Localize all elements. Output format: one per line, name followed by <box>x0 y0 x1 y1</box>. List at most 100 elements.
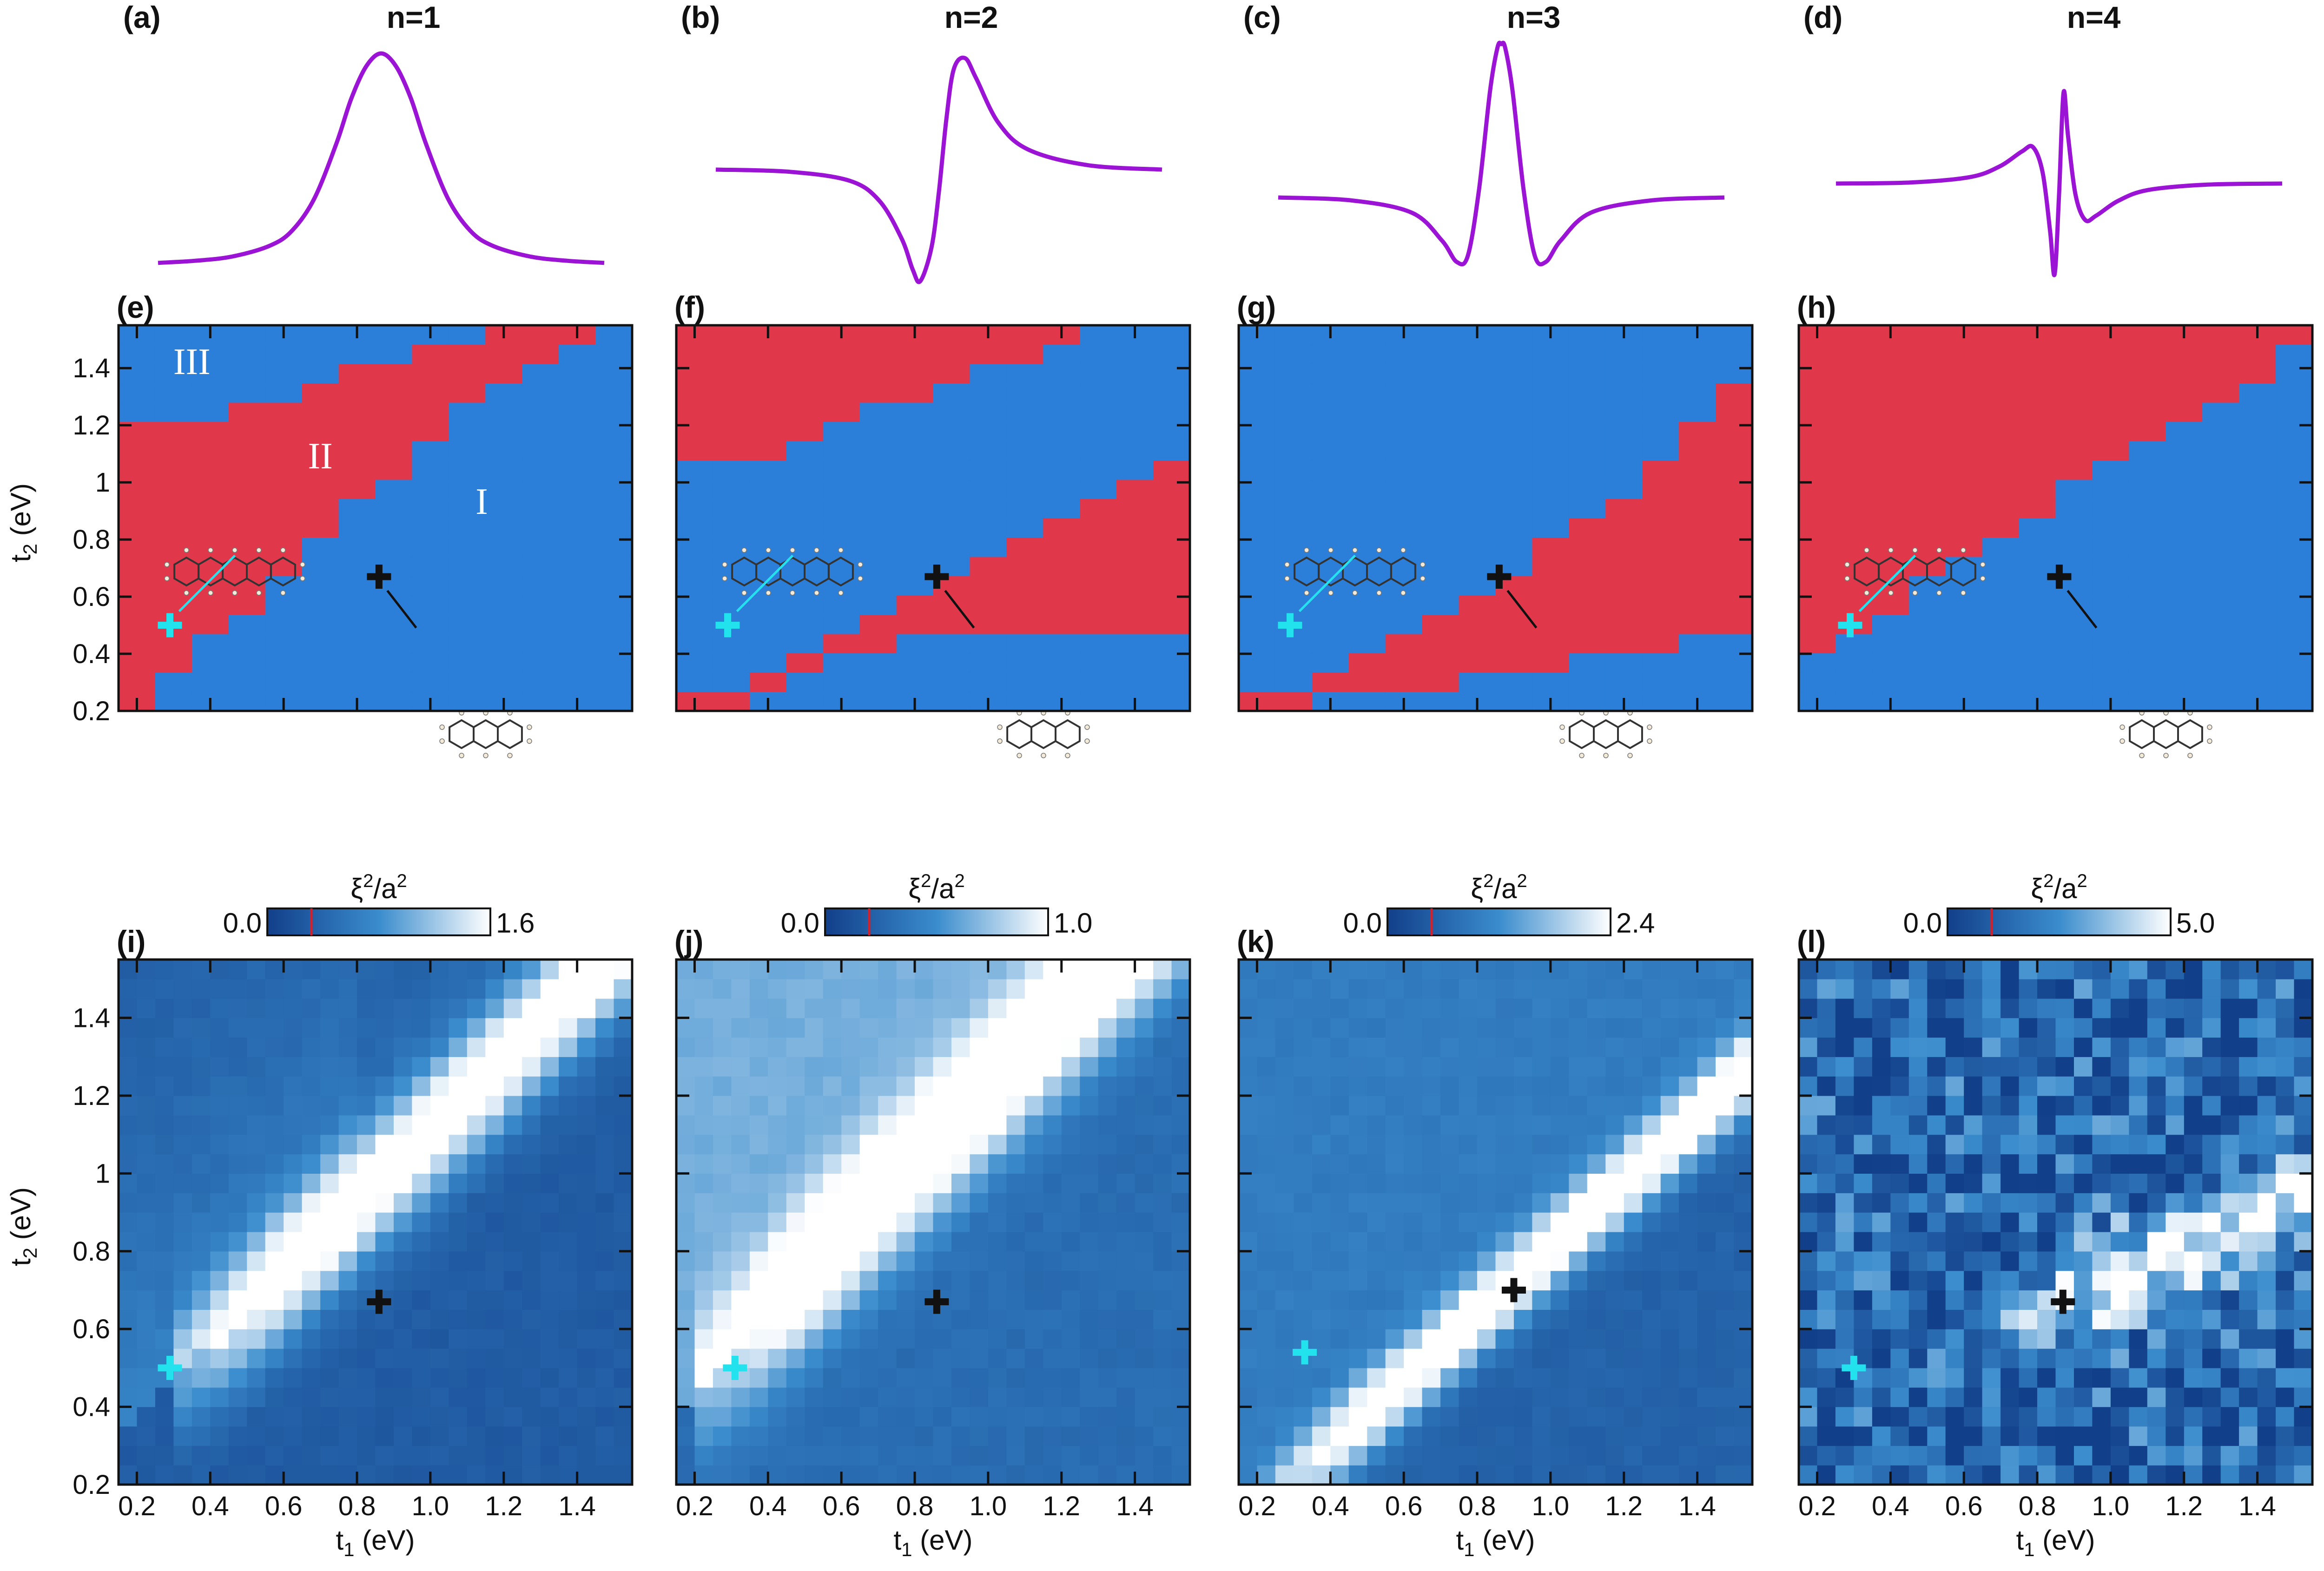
phase-cell <box>2239 672 2276 692</box>
xi-cell <box>2037 1426 2056 1446</box>
xi-cell <box>2074 1076 2093 1096</box>
xi-cell <box>2294 1367 2313 1388</box>
xi-cell <box>841 1037 860 1057</box>
phase-cell <box>1945 402 1983 422</box>
phase-cell <box>1569 344 1606 364</box>
xi-cell <box>1440 1193 1459 1213</box>
phase-cell <box>1642 441 1679 461</box>
xi-cell <box>1569 1231 1588 1252</box>
xi-cell <box>1605 1115 1624 1135</box>
xi-cell <box>467 1309 486 1329</box>
xi-cell <box>1080 960 1099 979</box>
xi-cell <box>394 1309 413 1329</box>
phase-cell <box>1312 480 1349 500</box>
xi-cell <box>768 1426 787 1446</box>
xi-cell <box>1679 1309 1698 1329</box>
xi-cell <box>933 1251 952 1271</box>
xi-cell <box>1495 960 1514 979</box>
xi-cell <box>2166 1212 2185 1232</box>
xi-cell <box>522 979 541 999</box>
xi-cell <box>485 1134 504 1155</box>
xi-cell <box>896 1251 915 1271</box>
xi-cell <box>119 1426 138 1446</box>
xi-cell <box>1660 1426 1679 1446</box>
xi-cell <box>1135 1057 1154 1077</box>
xi-cell <box>449 1446 468 1466</box>
xi-cell <box>1006 1193 1025 1213</box>
phase-cell <box>676 653 713 673</box>
xi-cell <box>878 1096 897 1116</box>
molecule-atom <box>280 547 286 553</box>
phase-cell <box>1569 557 1606 577</box>
xi-cell <box>1532 1290 1551 1310</box>
xi-cell <box>1116 1367 1136 1388</box>
xi-cell <box>2166 1193 2185 1213</box>
xi-cell <box>731 1057 750 1077</box>
xi-cell <box>2055 998 2074 1019</box>
phase-cell <box>1835 383 1873 403</box>
phase-cell <box>1605 557 1643 577</box>
xi-cell <box>823 960 842 979</box>
phase-cell <box>2092 672 2129 692</box>
phase-cell <box>595 691 633 711</box>
phase-cell <box>1982 480 2020 500</box>
phase-cell <box>485 441 522 461</box>
xi-cell <box>1854 1329 1873 1349</box>
xi-cell <box>338 1096 357 1116</box>
phase-cell <box>1239 653 1276 673</box>
xi-cell <box>394 1251 413 1271</box>
phase-cell <box>676 460 713 480</box>
xi-cell <box>173 1115 192 1135</box>
phase-cell <box>1945 421 1983 441</box>
xi-cell <box>191 1309 211 1329</box>
molecule-atom <box>527 724 532 730</box>
phase-cell <box>896 653 934 673</box>
molecule-atom <box>300 562 305 567</box>
xi-cell <box>1153 1037 1172 1057</box>
xi-cell <box>933 1367 952 1388</box>
xi-cell <box>522 998 541 1019</box>
xi-cell <box>896 1212 915 1232</box>
xi-cell <box>1982 1057 2001 1077</box>
xi-cell <box>1006 1446 1025 1466</box>
xi-cell <box>970 979 989 999</box>
phase-cell <box>1799 672 1836 692</box>
xi-cell <box>1817 960 1836 979</box>
xi-cell <box>1697 1018 1716 1038</box>
xi-cell <box>1348 979 1367 999</box>
xi-cell <box>2184 1426 2203 1446</box>
xi-cell <box>2276 960 2295 979</box>
xi-cell <box>1116 960 1136 979</box>
xi-cell <box>823 1193 842 1213</box>
xi-cell <box>2092 1446 2111 1466</box>
xi-cell <box>1945 1348 1964 1368</box>
phase-cell <box>1642 653 1679 673</box>
xi-cell <box>970 1367 989 1388</box>
phase-cell <box>2239 480 2276 500</box>
phase-cell <box>375 653 412 673</box>
phase-cell <box>595 402 633 422</box>
phase-cell <box>119 499 156 519</box>
xi-cell <box>1367 998 1386 1019</box>
xi-cell <box>1312 1290 1331 1310</box>
xi-cell <box>1945 1426 1964 1446</box>
region-label: II <box>308 436 332 477</box>
xi-cell <box>284 1115 303 1135</box>
xi-cell <box>338 1173 357 1193</box>
xi-cell <box>540 1251 559 1271</box>
xi-cell <box>1532 1076 1551 1096</box>
xi-cell <box>1404 1251 1423 1271</box>
xi-cell <box>2202 998 2221 1019</box>
xi-cell <box>430 1096 449 1116</box>
phase-cell <box>559 653 596 673</box>
molecule-atom <box>722 562 727 567</box>
xi-cell <box>1348 1309 1367 1329</box>
phase-cell <box>2129 325 2166 345</box>
xi-cell <box>2129 1290 2148 1310</box>
phase-cell <box>1312 499 1349 519</box>
xi-cell <box>878 1426 897 1446</box>
phase-cell <box>265 499 303 519</box>
xi-cell <box>1587 998 1606 1019</box>
xi-cell <box>577 1348 596 1368</box>
xi-cell <box>467 1348 486 1368</box>
